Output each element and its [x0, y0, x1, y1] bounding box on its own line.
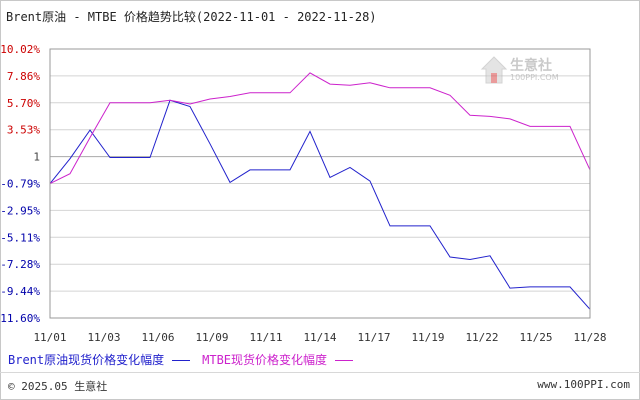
series-lines	[49, 72, 591, 310]
footer-site-link[interactable]: www.100PPI.com	[537, 378, 630, 391]
x-tick-label: 11/09	[195, 331, 228, 344]
y-tick-label: -2.95%	[0, 204, 40, 217]
x-tick-label: 11/11	[249, 331, 282, 344]
y-tick-label: 10.02%	[0, 43, 40, 56]
y-tick-label: 5.70%	[7, 97, 40, 110]
house-logo-icon	[480, 56, 508, 84]
chart-legend: Brent原油现货价格变化幅度 MTBE现货价格变化幅度	[8, 351, 365, 368]
x-tick-label: 11/14	[303, 331, 336, 344]
x-tick-label: 11/22	[465, 331, 498, 344]
x-tick-label: 11/25	[519, 331, 552, 344]
y-tick-label: 7.86%	[7, 70, 40, 83]
x-tick-label: 11/01	[33, 331, 66, 344]
x-tick-label: 11/17	[357, 331, 390, 344]
footer-divider	[0, 372, 640, 373]
legend-label-mtbe: MTBE现货价格变化幅度	[202, 353, 328, 367]
watermark-name: 生意社	[510, 58, 552, 74]
chart-title: Brent原油 - MTBE 价格趋势比较(2022-11-01 - 2022-…	[6, 10, 377, 24]
y-tick-label: -9.44%	[0, 285, 40, 298]
y-tick-label: 1	[33, 151, 40, 164]
y-tick-label: -11.60%	[0, 312, 40, 325]
series-line-mtbe	[49, 72, 591, 185]
y-tick-label: -0.79%	[0, 178, 40, 191]
x-tick-label: 11/28	[573, 331, 606, 344]
watermark: 生意社 100PPI.COM	[480, 55, 580, 93]
y-tick-label: 3.53%	[7, 124, 40, 137]
legend-label-brent: Brent原油现货价格变化幅度	[8, 353, 165, 367]
footer-copyright: © 2025.05 生意社	[8, 380, 108, 393]
line-chart: 10.02% 7.86% 5.70% 3.53% 1 -0.79% -2.95% -5.11%…	[0, 43, 607, 344]
series-line-brent	[49, 99, 591, 310]
x-tick-label: 11/06	[141, 331, 174, 344]
x-tick-label: 11/19	[411, 331, 444, 344]
watermark-url: 100PPI.COM	[510, 73, 559, 82]
legend-line-mtbe	[335, 360, 354, 361]
y-axis-ticks: 10.02% 7.86% 5.70% 3.53% 1 -0.79% -2.95% -5.11%…	[0, 43, 40, 325]
x-axis-ticks: 11/01 11/03 11/06 11/09 11/11 11/14 11/17 11/19…	[33, 331, 606, 344]
y-tick-label: -5.11%	[0, 231, 40, 244]
x-tick-label: 11/03	[87, 331, 120, 344]
legend-line-brent	[172, 360, 191, 361]
plot-border	[49, 48, 591, 319]
y-tick-label: -7.28%	[0, 258, 40, 271]
